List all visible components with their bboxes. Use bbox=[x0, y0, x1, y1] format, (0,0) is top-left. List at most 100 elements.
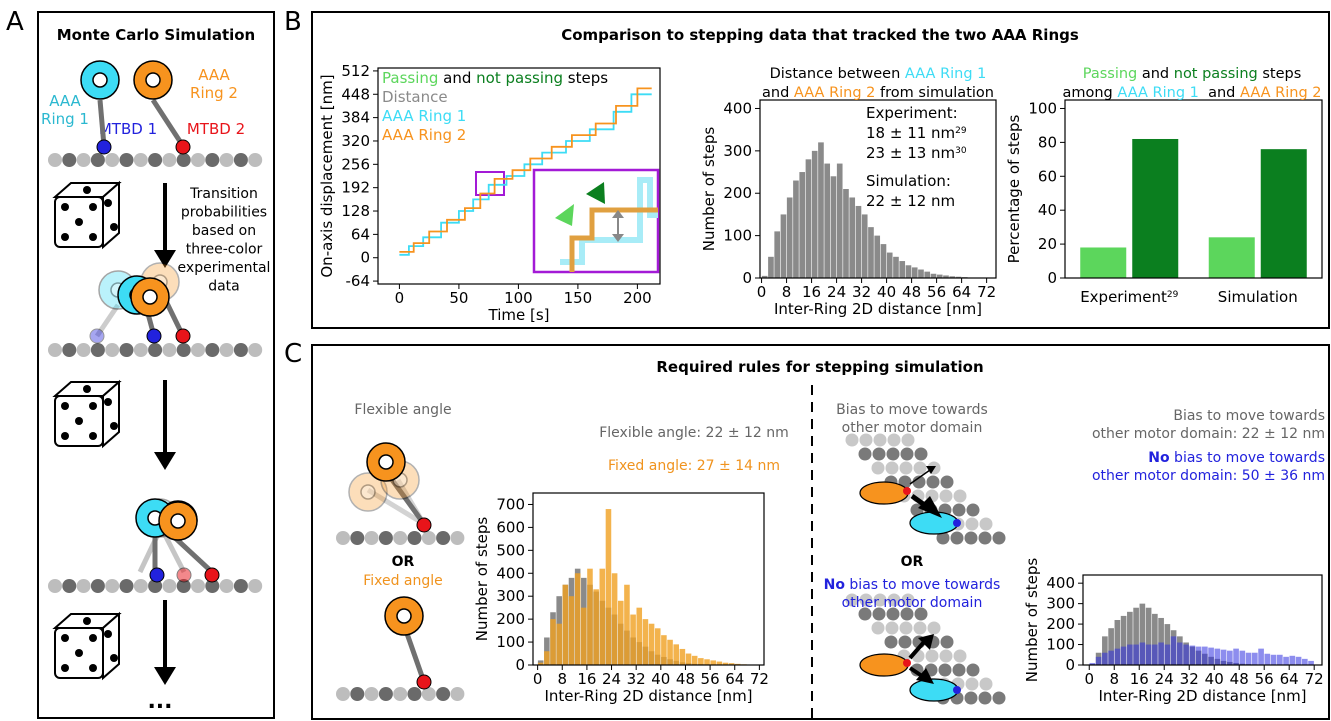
tubulin bbox=[421, 687, 436, 701]
plot-frame bbox=[759, 99, 997, 279]
histogram-bar bbox=[768, 256, 774, 278]
die-pip bbox=[110, 422, 118, 430]
tubulin bbox=[219, 153, 234, 167]
tubulin bbox=[248, 153, 263, 167]
die-pip bbox=[110, 223, 118, 231]
tubulin bbox=[914, 607, 928, 621]
die-pip bbox=[75, 417, 83, 425]
histogram-bar bbox=[599, 568, 606, 665]
x-tick-label: 200 bbox=[623, 289, 652, 307]
rich-label: Passing and not passing steps bbox=[382, 69, 608, 87]
y-tick-label: 448 bbox=[341, 85, 370, 103]
tubulin bbox=[952, 663, 966, 677]
tubulin bbox=[233, 153, 248, 167]
tubulin bbox=[925, 649, 939, 663]
y-tick-label: 700 bbox=[496, 495, 525, 513]
y-tick-label: 400 bbox=[496, 564, 525, 582]
tubulin bbox=[953, 649, 967, 663]
y-axis-label: On-axis displacement [nm] bbox=[318, 74, 336, 277]
histogram-bar bbox=[562, 584, 569, 665]
y-tick-label: 60 bbox=[1038, 167, 1057, 185]
y-tick-label: 200 bbox=[723, 184, 752, 202]
y-tick-label: 256 bbox=[341, 155, 370, 173]
text-part: not passing bbox=[1174, 66, 1258, 82]
superscript: 29 bbox=[1167, 290, 1179, 300]
tubulin bbox=[992, 691, 1006, 705]
arrow-head bbox=[926, 466, 936, 474]
tubulin bbox=[105, 579, 120, 593]
y-tick-label: 80 bbox=[1038, 133, 1057, 151]
histogram-bar bbox=[1120, 615, 1127, 665]
rich-label: Experiment: bbox=[866, 104, 958, 122]
tubulin bbox=[436, 531, 451, 545]
stalk bbox=[150, 98, 186, 148]
text-part: 18 ± 11 nm bbox=[866, 124, 955, 142]
tubulin bbox=[176, 579, 191, 593]
series-line bbox=[399, 93, 652, 256]
tubulin bbox=[378, 687, 393, 701]
x-tick-label: 32 bbox=[1180, 670, 1199, 688]
y-tick-label: 100 bbox=[1046, 636, 1075, 654]
tubulin bbox=[62, 153, 77, 167]
histogram-bar bbox=[1158, 617, 1164, 665]
x-tick-label: 24 bbox=[827, 283, 846, 301]
histogram-bar bbox=[1145, 607, 1152, 665]
histogram-bar bbox=[1145, 644, 1152, 665]
panel-b-frame bbox=[311, 11, 1330, 329]
tubulin bbox=[364, 531, 379, 545]
rich-label: No bias to move towards bbox=[824, 577, 1001, 593]
stalk bbox=[170, 533, 214, 574]
histogram-bar bbox=[685, 653, 692, 665]
tubulin bbox=[859, 593, 873, 607]
mtbd-label: MTBD 2 bbox=[187, 120, 245, 138]
histogram-bar bbox=[1301, 658, 1308, 665]
x-tick-label: 16 bbox=[802, 283, 821, 301]
histogram-bar bbox=[1164, 644, 1171, 665]
x-tick-label: 64 bbox=[725, 670, 744, 688]
y-tick-label: 300 bbox=[496, 587, 525, 605]
tubulin bbox=[979, 517, 993, 531]
y-tick-label: 100 bbox=[1028, 99, 1057, 117]
label: Ring 1 bbox=[41, 110, 89, 128]
text-part: No bbox=[824, 577, 846, 593]
y-tick-label: 0 bbox=[515, 656, 525, 674]
histogram-bar bbox=[1102, 652, 1108, 665]
text-part: Bias to move towards bbox=[1173, 408, 1325, 424]
histogram-bar bbox=[661, 635, 667, 665]
text-part: Fixed angle: 27 ± 14 nm bbox=[608, 458, 780, 474]
text-part: steps bbox=[563, 69, 608, 87]
tubulin bbox=[901, 593, 915, 607]
histogram-bar bbox=[868, 227, 874, 278]
tubulin bbox=[939, 649, 953, 663]
histogram-bar bbox=[1270, 654, 1277, 665]
text-part: and bbox=[762, 85, 794, 101]
tubulin bbox=[950, 531, 964, 545]
rich-label: Flexible angle: 22 ± 12 nm bbox=[599, 425, 789, 441]
rich-label: among AAA Ring 1 and AAA Ring 2 bbox=[1062, 85, 1321, 101]
histogram-bar bbox=[1158, 642, 1164, 665]
histogram-bar bbox=[1114, 620, 1121, 665]
tubulin bbox=[205, 579, 220, 593]
mtbd bbox=[204, 567, 220, 583]
tubulin bbox=[336, 687, 350, 701]
stalk bbox=[97, 99, 107, 147]
label: probabilities bbox=[181, 205, 267, 221]
legend-entry: AAA Ring 2 bbox=[382, 126, 466, 144]
histogram-bar bbox=[1170, 636, 1177, 665]
tubulin bbox=[350, 687, 365, 701]
text-part: other motor domain: 50 ± 36 nm bbox=[1092, 468, 1325, 484]
tubulin bbox=[148, 579, 163, 593]
x-tick-label: 8 bbox=[557, 670, 567, 688]
x-tick-label: 24 bbox=[1155, 670, 1174, 688]
histogram-bar bbox=[918, 269, 924, 278]
tubulin bbox=[912, 475, 926, 489]
tubulin bbox=[378, 531, 393, 545]
label: Ring 2 bbox=[190, 84, 238, 102]
rich-label: other motor domain: 22 ± 12 nm bbox=[1092, 426, 1325, 442]
tubulin bbox=[76, 343, 91, 357]
histogram-bar bbox=[1108, 650, 1114, 665]
tubulin bbox=[219, 579, 234, 593]
tubulin bbox=[900, 447, 914, 461]
histogram-bar bbox=[1114, 648, 1121, 665]
y-tick-label: 200 bbox=[1046, 615, 1075, 633]
